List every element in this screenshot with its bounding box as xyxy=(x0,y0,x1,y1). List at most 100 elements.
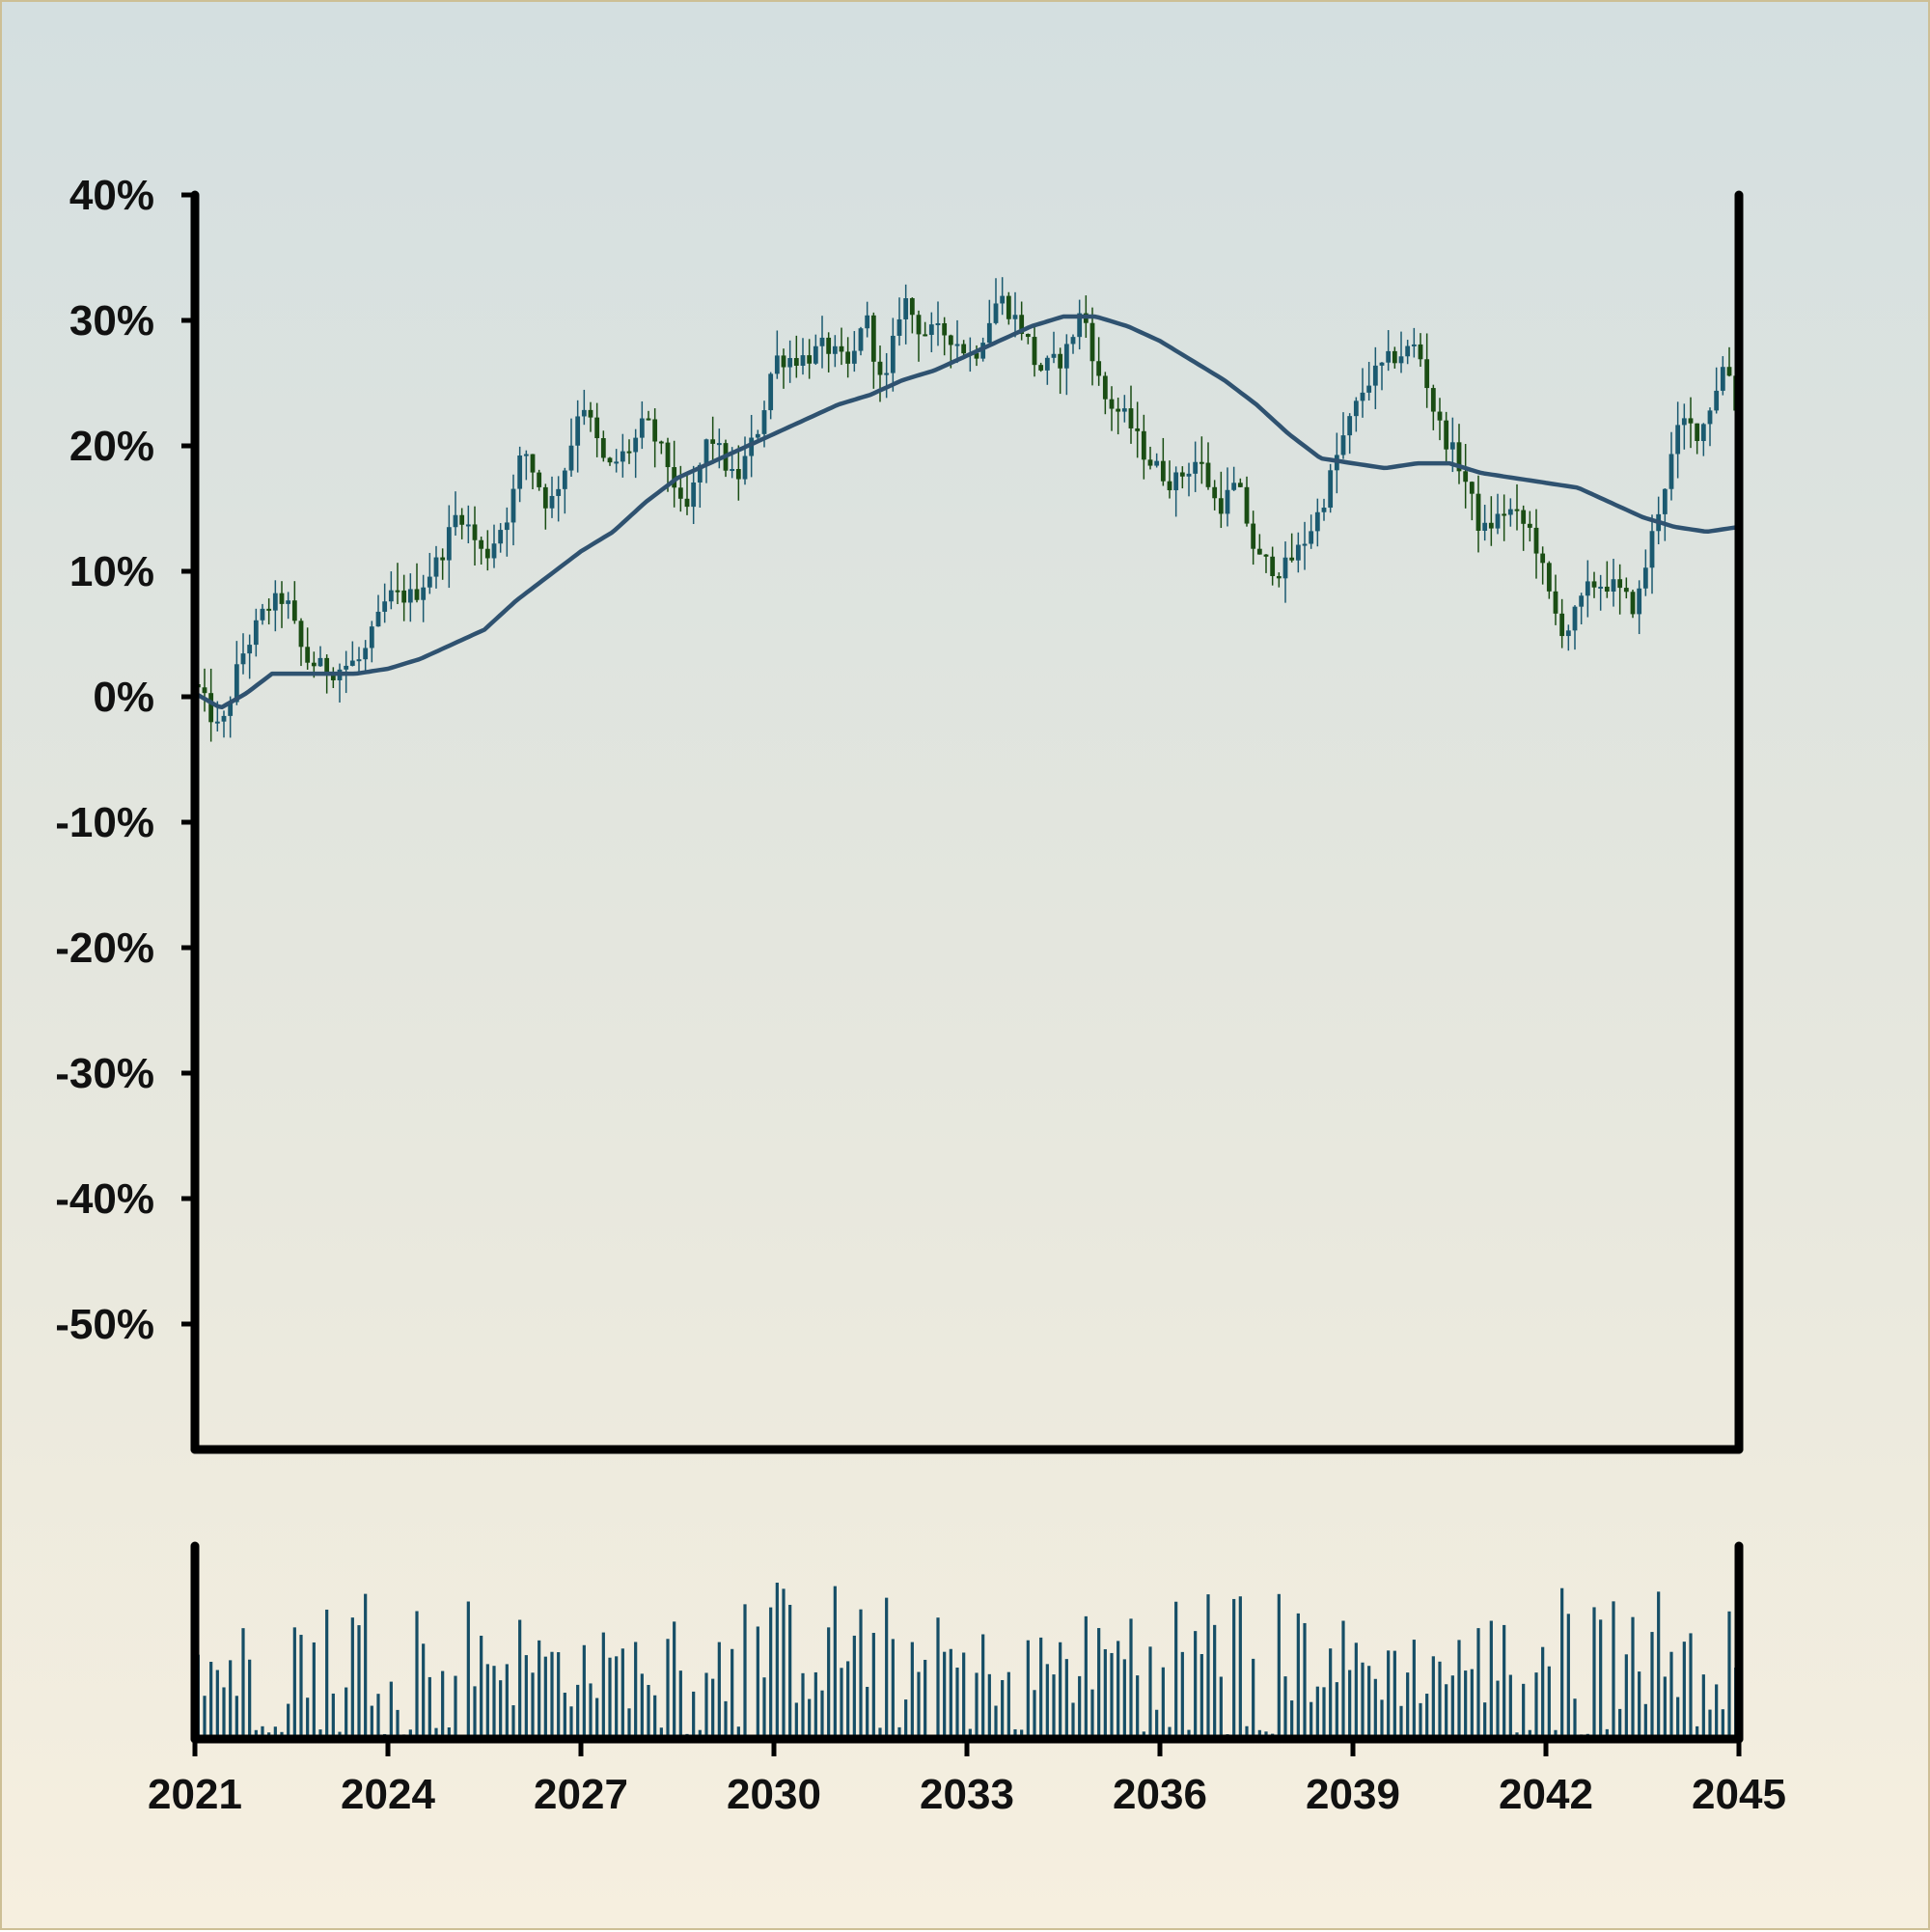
candle-body xyxy=(903,298,909,319)
volume-bar xyxy=(756,1626,759,1739)
candle-body xyxy=(793,358,799,367)
volume-bar xyxy=(1329,1648,1333,1739)
volume-bar xyxy=(595,1697,599,1739)
candle-body xyxy=(581,409,587,417)
volume-bar xyxy=(1206,1594,1210,1739)
volume-bar xyxy=(538,1640,541,1739)
volume-bar xyxy=(1669,1651,1673,1739)
volume-bar xyxy=(454,1675,457,1739)
candle-body xyxy=(1096,361,1102,376)
candle-body xyxy=(594,417,600,439)
volume-bar xyxy=(1605,1728,1609,1739)
candle-body xyxy=(600,438,606,458)
x-tick-label: 2021 xyxy=(148,1771,242,1818)
volume-bar xyxy=(1161,1667,1165,1739)
candle-body xyxy=(1707,410,1713,425)
candle-body xyxy=(1495,513,1501,529)
candle-body xyxy=(562,470,567,489)
candle-body xyxy=(677,487,683,499)
volume-bar xyxy=(1213,1624,1217,1739)
volume-bar xyxy=(518,1619,522,1739)
candle-body xyxy=(1637,588,1642,615)
candle-body xyxy=(1379,362,1385,366)
volume-bar xyxy=(408,1729,412,1739)
volume-bar xyxy=(981,1634,985,1739)
candle-body xyxy=(453,514,458,528)
candle-body xyxy=(421,587,427,600)
candle-body xyxy=(202,687,207,694)
volume-bar xyxy=(1663,1676,1667,1739)
volume-bar xyxy=(1059,1642,1062,1739)
candle-body xyxy=(742,455,748,480)
volume-bar xyxy=(943,1651,947,1739)
volume-bar xyxy=(345,1687,348,1739)
volume-bar xyxy=(1522,1683,1526,1739)
volume-bar xyxy=(582,1644,586,1739)
candle-body xyxy=(1533,527,1539,554)
candle-body xyxy=(639,418,645,438)
volume-bar xyxy=(473,1686,477,1739)
candle-body xyxy=(498,530,504,544)
volume-bar xyxy=(1296,1613,1300,1739)
volume-bar xyxy=(1650,1632,1654,1739)
candle-body xyxy=(1295,544,1301,561)
candle-body xyxy=(1186,473,1192,477)
candle-body xyxy=(1340,435,1346,455)
volume-bar xyxy=(1245,1725,1249,1739)
x-tick-label: 2036 xyxy=(1113,1771,1207,1818)
volume-bar xyxy=(1110,1652,1114,1739)
candle-body xyxy=(1591,581,1597,588)
candle-body xyxy=(942,322,948,336)
candle-body xyxy=(1244,486,1250,524)
candle-body xyxy=(1251,523,1256,549)
volume-bar xyxy=(878,1727,882,1739)
volume-bar xyxy=(1001,1679,1005,1739)
candle-body xyxy=(1167,481,1172,491)
volume-bar xyxy=(1425,1694,1429,1739)
candle-body xyxy=(214,721,220,724)
candle-body xyxy=(703,439,709,465)
volume-bar xyxy=(1039,1637,1043,1739)
volume-bar xyxy=(215,1670,219,1739)
volume-bar xyxy=(1052,1674,1056,1739)
candle-body xyxy=(755,433,760,438)
candle-body xyxy=(208,693,214,723)
volume-bar xyxy=(1380,1699,1384,1739)
candle-body xyxy=(1218,498,1224,514)
volume-bar xyxy=(312,1642,316,1739)
volume-bar xyxy=(1064,1659,1068,1739)
volume-bar xyxy=(1020,1729,1024,1739)
volume-bar xyxy=(917,1671,921,1739)
volume-bar xyxy=(1148,1646,1152,1739)
candle-body xyxy=(433,557,439,577)
candle-body xyxy=(1077,313,1083,338)
volume-bar xyxy=(1303,1622,1307,1739)
volume-bar xyxy=(1708,1709,1712,1739)
volume-bar xyxy=(987,1673,991,1739)
candle-body xyxy=(1193,461,1199,474)
candle-body xyxy=(1051,353,1057,358)
candle-body xyxy=(851,350,857,364)
candle-body xyxy=(774,355,780,374)
candle-body xyxy=(1147,459,1153,466)
volume-bar xyxy=(557,1652,561,1739)
volume-bar xyxy=(1457,1640,1461,1739)
candle-body xyxy=(735,468,741,480)
volume-bar xyxy=(955,1668,959,1739)
candle-body xyxy=(401,590,407,603)
volume-bar xyxy=(1392,1650,1396,1739)
x-tick-labels: 2021 2024 2027 2030 2033 2036 2039 2042 2045 xyxy=(148,1739,1786,1818)
volume-bar xyxy=(524,1655,528,1739)
volume-bar xyxy=(1643,1703,1647,1739)
candle-body xyxy=(1309,531,1314,544)
volume-bar xyxy=(1155,1709,1159,1739)
volume-bar xyxy=(1657,1591,1661,1739)
candle-body xyxy=(1675,425,1681,455)
volume-bar xyxy=(698,1729,702,1739)
y-tick-label: -40% xyxy=(55,1175,154,1223)
volume-bar xyxy=(1122,1659,1126,1739)
volume-bar xyxy=(1406,1672,1410,1739)
volume-bar xyxy=(1528,1729,1531,1739)
candle-body xyxy=(1714,390,1720,411)
volume-bar xyxy=(299,1635,303,1739)
